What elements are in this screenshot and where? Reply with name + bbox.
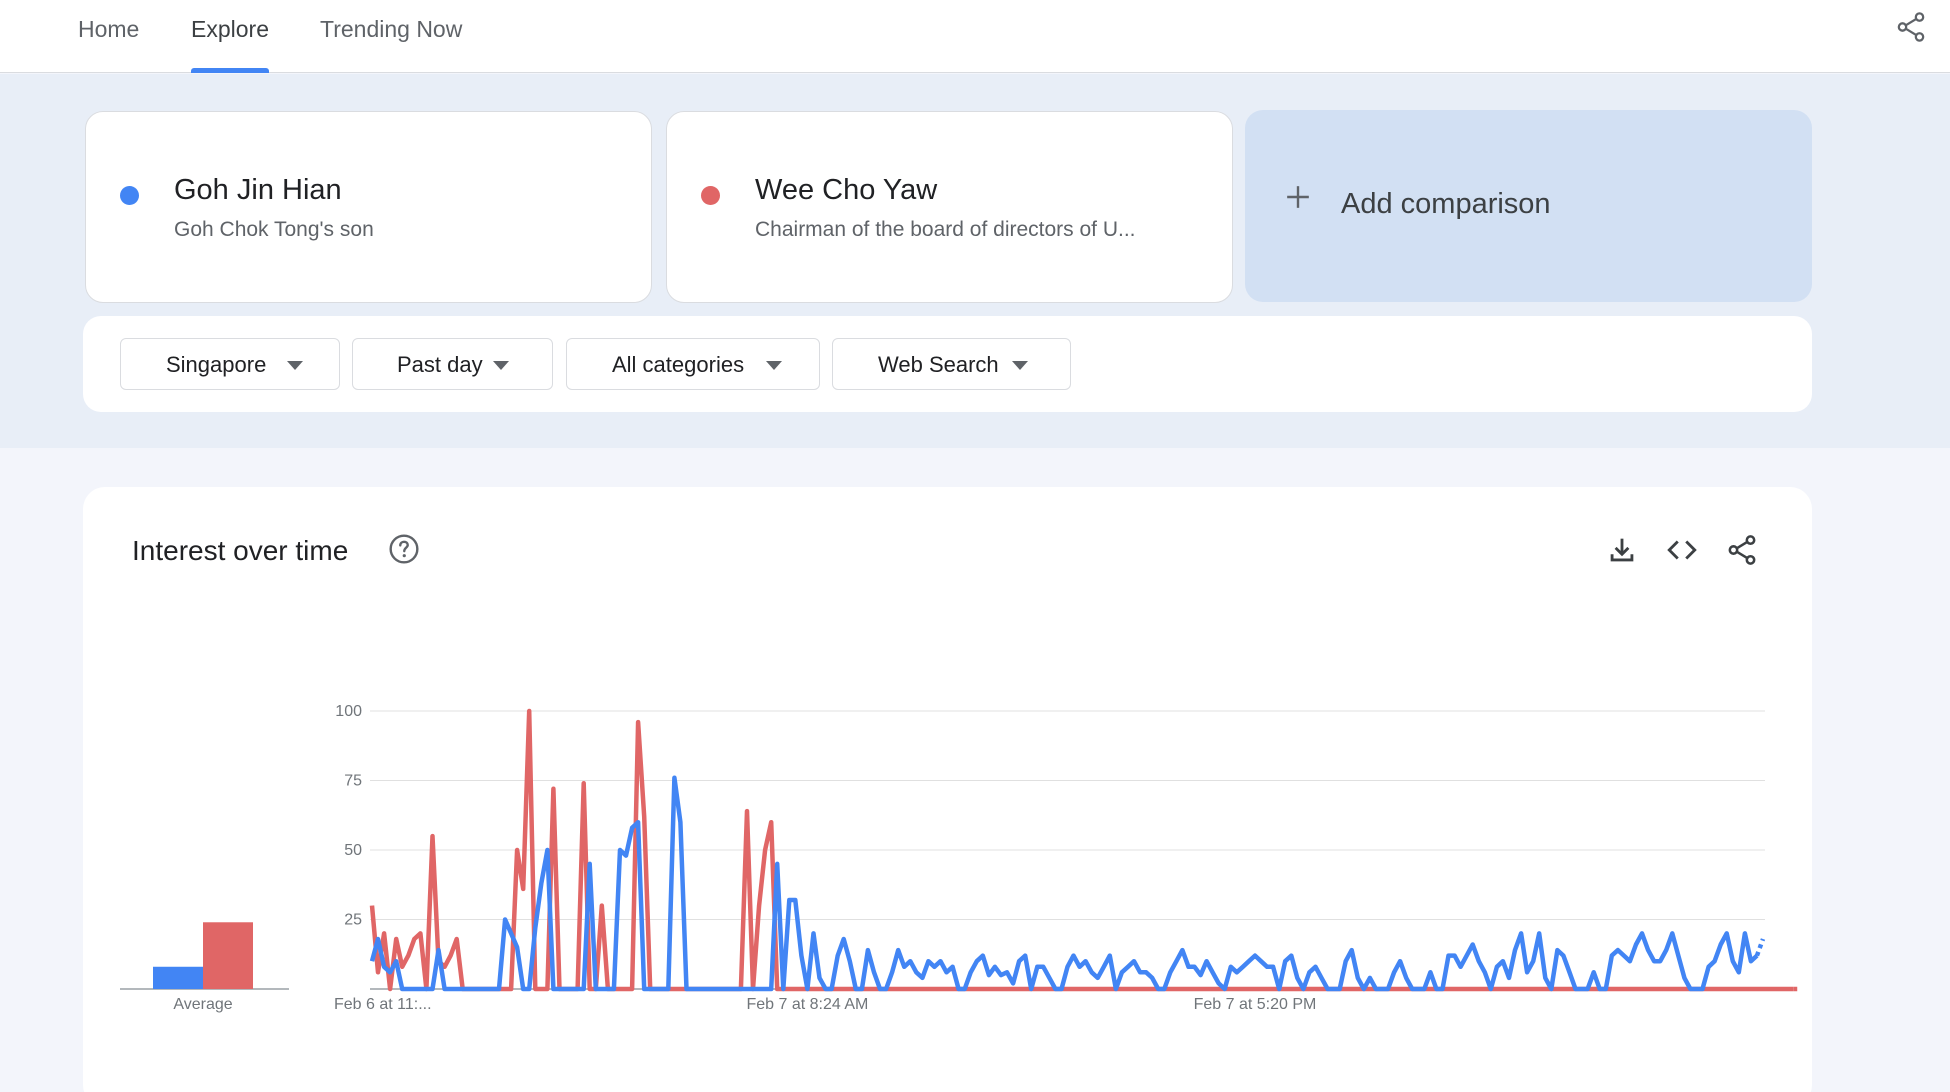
partial-data-segment-goh-jin-hian (1754, 938, 1766, 957)
plus-icon (1287, 186, 1309, 208)
top-nav-bar: Home Explore Trending Now (0, 0, 1950, 73)
caret-down-icon (287, 361, 303, 370)
interest-over-time-panel: Interest over time 25 50 75 100 Feb 6 at 11:… (83, 487, 1812, 1092)
series-line-goh-jin-hian (369, 775, 1759, 992)
x-tick-label: Feb 7 at 5:20 PM (1194, 996, 1317, 1013)
interest-over-time-chart: 25 50 75 100 Feb 6 at 11:... Feb 7 at 8:24 AM… (120, 703, 1800, 1013)
time-range-value: Past day (397, 352, 483, 377)
category-dropdown[interactable]: All categories (566, 338, 820, 390)
term-card-wee-cho-yaw[interactable]: Wee Cho Yaw Chairman of the board of dir… (666, 111, 1233, 303)
region-dropdown[interactable]: Singapore (120, 338, 340, 390)
search-type-dropdown[interactable]: Web Search (832, 338, 1071, 390)
term-name: Goh Jin Hian (174, 174, 342, 206)
share-icon[interactable] (1894, 10, 1928, 44)
caret-down-icon (1012, 361, 1028, 370)
term-card-goh-jin-hian[interactable]: Goh Jin Hian Goh Chok Tong's son (85, 111, 652, 303)
region-value: Singapore (166, 352, 267, 377)
tab-home[interactable]: Home (78, 16, 140, 42)
caret-down-icon (766, 361, 782, 370)
help-icon[interactable] (388, 533, 420, 565)
x-tick-label: Feb 7 at 8:24 AM (747, 996, 869, 1013)
time-range-dropdown[interactable]: Past day (352, 338, 553, 390)
y-tick-label: 75 (344, 773, 362, 790)
tab-explore[interactable]: Explore (191, 0, 269, 73)
share-icon[interactable] (1725, 533, 1759, 567)
term-description: Goh Chok Tong's son (174, 218, 374, 241)
add-comparison-button[interactable]: Add comparison (1245, 110, 1812, 302)
panel-title: Interest over time (132, 535, 349, 566)
y-tick-label: 50 (344, 842, 362, 859)
series-color-dot (701, 186, 720, 205)
average-bar-goh-jin-hian (153, 966, 203, 989)
caret-down-icon (493, 361, 509, 370)
category-value: All categories (612, 352, 745, 377)
y-tick-label: 100 (335, 703, 362, 720)
term-description: Chairman of the board of directors of U.… (755, 218, 1136, 241)
tab-trending-now[interactable]: Trending Now (320, 16, 463, 42)
average-bar-wee-cho-yaw (203, 922, 253, 989)
download-icon[interactable] (1605, 533, 1639, 567)
embed-code-icon[interactable] (1665, 533, 1699, 567)
add-comparison-label: Add comparison (1341, 188, 1551, 220)
search-type-value: Web Search (878, 352, 999, 377)
average-label: Average (173, 996, 232, 1013)
filter-bar: Singapore Past day All categories Web Se… (83, 316, 1812, 412)
term-name: Wee Cho Yaw (755, 174, 938, 206)
series-color-dot (120, 186, 139, 205)
x-tick-label: Feb 6 at 11:... (334, 996, 432, 1013)
y-tick-label: 25 (344, 912, 362, 929)
